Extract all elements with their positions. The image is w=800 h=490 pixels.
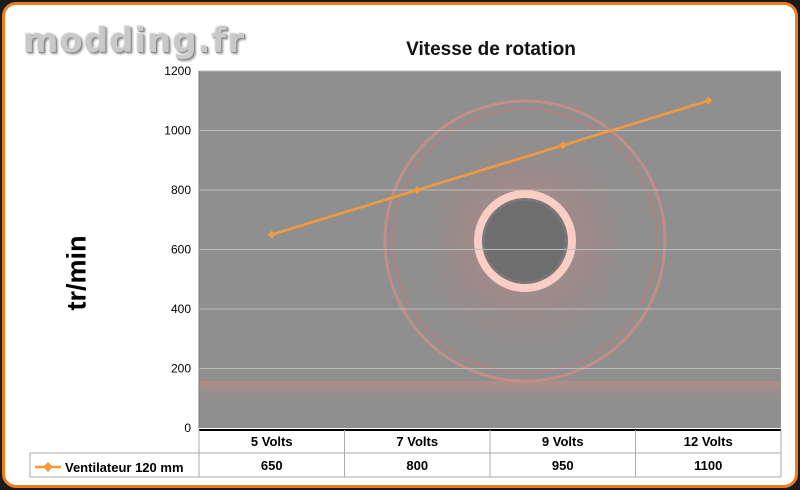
data-table — [29, 429, 782, 478]
table-value-cell: 1100 — [694, 458, 723, 473]
y-tick-label: 200 — [171, 362, 191, 376]
fan-background-image — [199, 99, 781, 405]
x-category-label: 9 Volts — [541, 434, 584, 449]
table-value-cell: 950 — [551, 458, 574, 473]
legend-marker-icon — [35, 462, 61, 472]
data-point — [558, 141, 567, 150]
plot-area: 0 200 400 600 800 1000 1200 — [164, 64, 781, 435]
series-markers — [267, 96, 713, 239]
legend-entry: Ventilateur 120 mm — [35, 457, 203, 477]
table-value-cell: 800 — [406, 458, 429, 473]
x-category-label: 5 Volts — [250, 434, 293, 449]
y-axis-ticks: 0 200 400 600 800 1000 1200 — [164, 64, 191, 435]
modding-logo: modding.fr — [23, 21, 246, 61]
gridlines — [199, 70, 781, 369]
y-tick-label: 400 — [171, 302, 191, 316]
series-line-ventilateur — [271, 99, 709, 236]
data-point — [413, 186, 422, 194]
data-point — [267, 230, 276, 239]
line-chart: 0 200 400 600 800 1000 1200 — [29, 64, 782, 478]
y-tick-label: 600 — [171, 243, 191, 257]
y-tick-label: 1200 — [164, 64, 191, 78]
legend-label: Ventilateur 120 mm — [65, 459, 184, 475]
y-tick-label: 1000 — [164, 124, 191, 138]
table-value-cell: 650 — [260, 458, 283, 473]
chart-title: Vitesse de rotation — [406, 39, 576, 60]
y-tick-label: 0 — [184, 421, 191, 435]
y-tick-label: 800 — [171, 183, 191, 197]
x-category-label: 7 Volts — [396, 434, 439, 449]
data-point — [704, 96, 713, 105]
x-category-label: 12 Volts — [683, 434, 733, 449]
